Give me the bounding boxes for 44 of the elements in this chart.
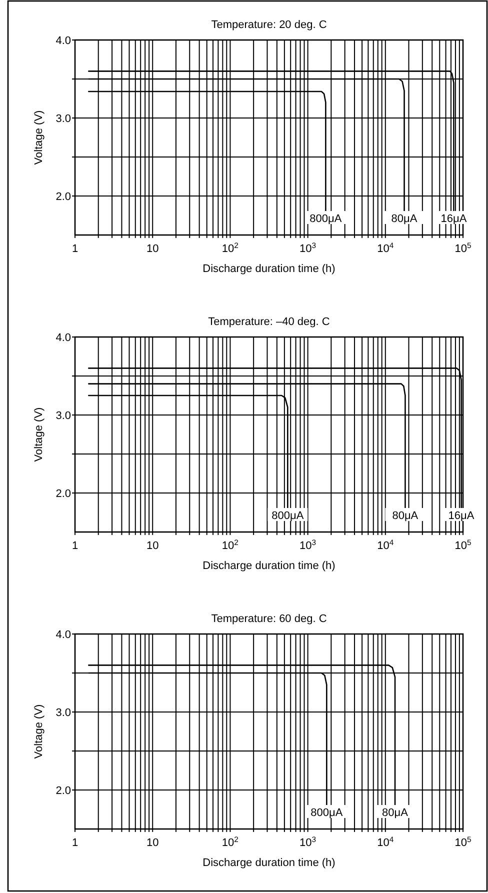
y-tick-label: 3.0 [56, 707, 71, 719]
y-axis-title: Voltage (V) [33, 704, 45, 759]
series-label: 800μA [272, 510, 304, 522]
x-tick-label: 10$^{3}$ [300, 538, 316, 552]
x-tick-label: 10 [146, 243, 159, 255]
y-tick-label: 3.0 [56, 410, 71, 422]
x-tick-label: 10$^{2}$ [222, 240, 238, 255]
y-tick-label: 4.0 [56, 332, 71, 344]
x-tick-label: 10$^{5}$ [454, 240, 472, 255]
y-axis-title: Voltage (V) [33, 110, 45, 165]
x-tick-label: 10$^{3}$ [300, 240, 316, 255]
x-tick-label: 10$^{5}$ [454, 834, 472, 849]
x-tick-label: 1 [72, 837, 78, 849]
y-tick-label: 4.0 [56, 629, 71, 641]
y-tick-label: 4.0 [56, 35, 71, 47]
y-tick-label: 2.0 [56, 785, 71, 797]
series-label: 800μA [310, 213, 342, 225]
series-label: 80μA [382, 807, 409, 819]
x-tick-label: 10$^{2}$ [222, 538, 238, 552]
y-axis-title: Voltage (V) [33, 407, 45, 462]
y-tick-label: 2.0 [56, 488, 71, 500]
x-tick-label: 10$^{3}$ [300, 834, 316, 849]
series-label: 80μA [392, 510, 419, 522]
series-label: 80μA [391, 213, 418, 225]
x-tick-label: 10 [146, 837, 159, 849]
x-tick-label: 1 [72, 243, 78, 255]
series-label: 16μA [448, 510, 475, 522]
x-axis-title: Discharge duration time (h) [202, 263, 336, 275]
x-tick-label: 10$^{5}$ [454, 538, 472, 552]
series-label: 16μA [440, 213, 468, 225]
x-tick-label: 1 [72, 540, 78, 552]
series-label: 800μA [310, 807, 344, 819]
y-tick-label: 2.0 [56, 191, 71, 203]
chart-title: Temperature: 20 deg. C [211, 19, 327, 31]
x-tick-label: 10 [146, 540, 159, 552]
x-tick-label: 10$^{4}$ [377, 538, 394, 552]
x-tick-label: 10$^{4}$ [377, 240, 394, 255]
y-tick-label: 3.0 [56, 113, 71, 125]
x-axis-title: Discharge duration time (h) [202, 560, 336, 572]
x-axis-title: Discharge duration time (h) [202, 857, 336, 869]
x-tick-label: 10$^{2}$ [222, 834, 238, 849]
chart-title: Temperature: 60 deg. C [211, 613, 327, 625]
chart-title: Temperature: –40 deg. C [208, 316, 330, 328]
x-tick-label: 10$^{4}$ [377, 834, 394, 849]
